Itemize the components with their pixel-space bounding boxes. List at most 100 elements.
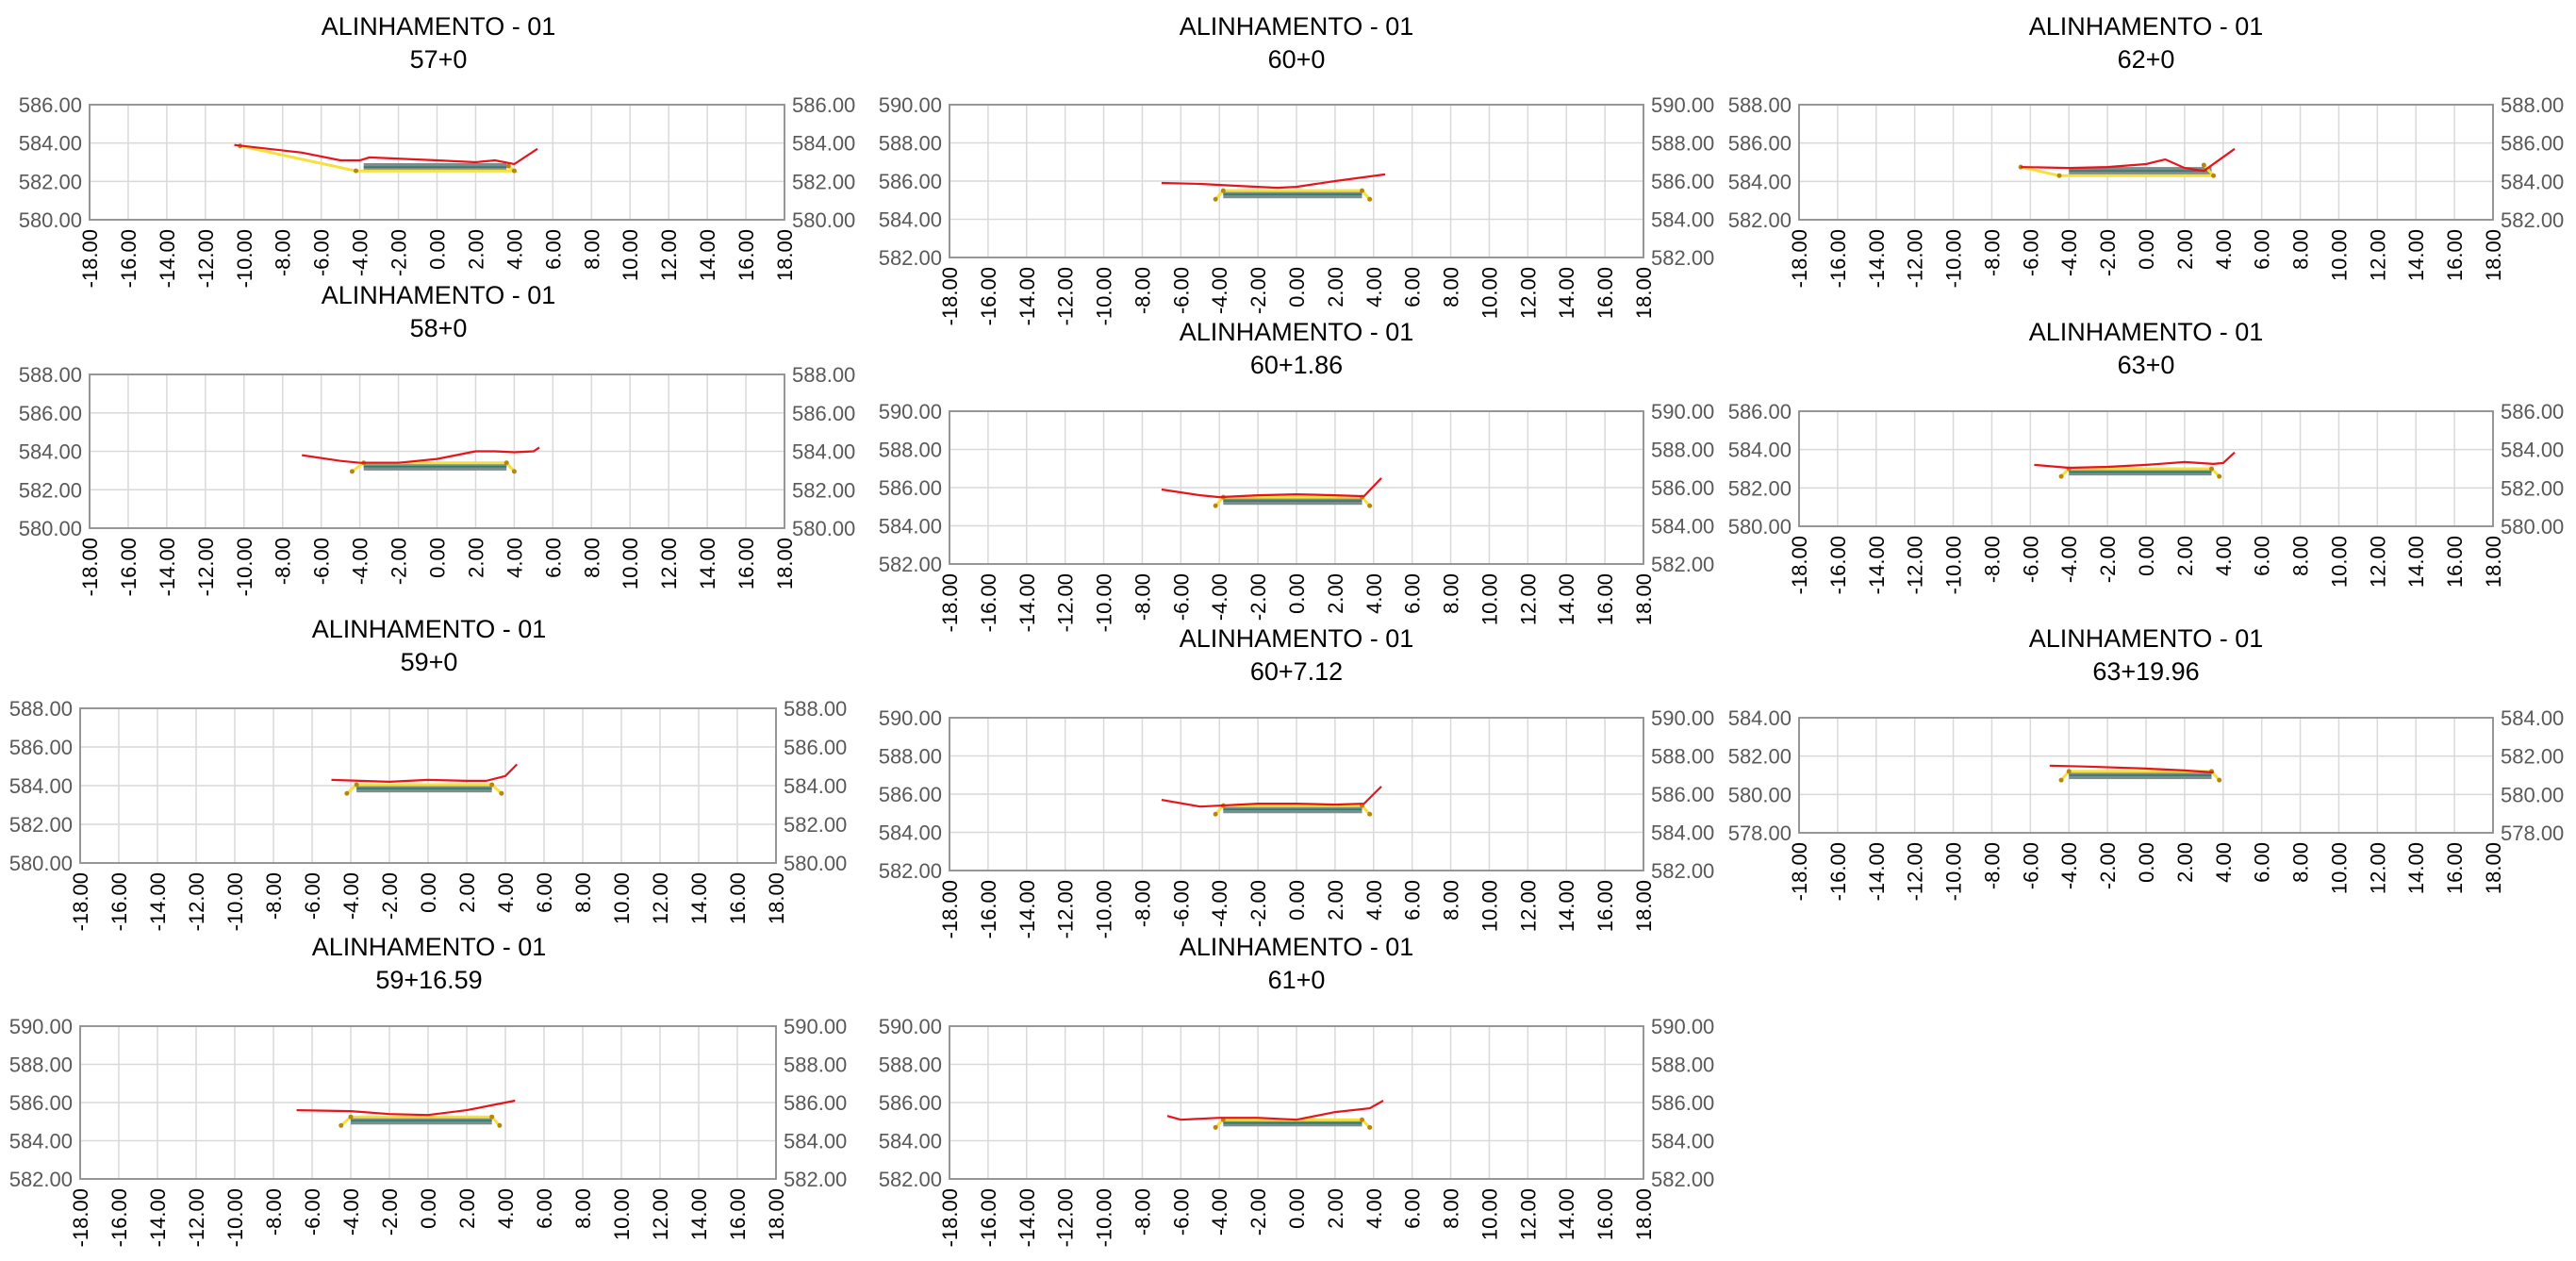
template-vertex-marker [511, 469, 517, 474]
x-tick-label: 16.00 [726, 1188, 750, 1240]
y-tick-label-left: 580.00 [1728, 515, 1792, 539]
x-tick-label: 16.00 [1593, 880, 1617, 932]
x-tick-label: 16.00 [1593, 573, 1617, 625]
x-tick-label: 14.00 [696, 538, 719, 589]
x-tick-label: -4.00 [1208, 1188, 1231, 1236]
x-tick-label: 4.00 [2212, 842, 2236, 883]
y-tick-label-left: 586.00 [879, 476, 942, 500]
y-tick-label-right: 588.00 [2501, 93, 2564, 117]
x-tick-label: 8.00 [580, 229, 603, 270]
template-vertex-marker [354, 782, 359, 788]
x-tick-label: 4.00 [503, 538, 526, 578]
chart-station-label: 58+0 [410, 314, 468, 342]
x-tick-label: -6.00 [1169, 267, 1193, 314]
chart-title: ALINHAMENTO - 01 [2029, 318, 2264, 346]
template-vertex-marker [349, 469, 355, 474]
x-tick-label: -16.00 [107, 872, 131, 931]
section-chart: ALINHAMENTO - 01 61+0 582.00 582.00 584.00 58… [879, 933, 1715, 1247]
x-tick-label: -6.00 [301, 872, 324, 920]
x-tick-label: -6.00 [310, 229, 334, 276]
x-tick-label: -12.00 [1054, 267, 1078, 325]
chart-station-label: 57+0 [410, 45, 468, 74]
x-tick-label: 16.00 [1593, 1188, 1617, 1240]
x-tick-label: 6.00 [533, 872, 556, 913]
x-tick-label: 16.00 [1593, 267, 1617, 319]
section-chart: ALINHAMENTO - 01 59+0 580.00 580.00 582.00 58… [9, 615, 848, 931]
plot-area [949, 1025, 1644, 1180]
y-tick-label-right: 586.00 [1651, 783, 1714, 806]
chart-station-label: 63+0 [2118, 351, 2175, 379]
x-tick-label: -16.00 [1826, 536, 1850, 594]
terrain-profile-line [234, 143, 538, 166]
x-tick-label: 8.00 [2289, 229, 2313, 270]
chart-title: ALINHAMENTO - 01 [322, 281, 556, 309]
x-tick-label: 16.00 [2443, 842, 2467, 894]
x-tick-label: 6.00 [1401, 267, 1425, 307]
x-tick-label: 14.00 [1555, 880, 1578, 932]
y-tick-label-left: 584.00 [19, 132, 82, 156]
x-tick-label: -6.00 [1169, 573, 1193, 621]
x-tick-label: -10.00 [1093, 880, 1116, 938]
x-tick-label: -8.00 [1980, 229, 2004, 276]
x-tick-label: -10.00 [1093, 1188, 1116, 1247]
x-tick-label: -10.00 [233, 538, 256, 596]
y-tick-label-left: 586.00 [1728, 400, 1792, 423]
plot-area [79, 707, 777, 864]
y-tick-label-right: 584.00 [784, 774, 847, 798]
x-tick-label: -8.00 [272, 538, 295, 585]
x-tick-label: -8.00 [1131, 573, 1154, 621]
x-tick-label: -6.00 [2019, 536, 2042, 583]
template-vertex-marker [504, 460, 509, 466]
x-tick-label: -14.00 [156, 538, 179, 596]
x-tick-label: -2.00 [1247, 267, 1270, 314]
x-tick-label: 8.00 [571, 872, 595, 913]
x-tick-label: -14.00 [146, 1188, 170, 1247]
x-tick-label: 2.00 [1324, 267, 1347, 307]
x-tick-label: 8.00 [1440, 880, 1463, 921]
x-tick-label: 4.00 [494, 872, 518, 913]
x-tick-label: -2.00 [378, 872, 402, 920]
x-tick-label: 18.00 [765, 872, 788, 924]
x-tick-label: -16.00 [977, 267, 1000, 325]
x-tick-label: 18.00 [2482, 229, 2505, 281]
design-template-line [351, 461, 516, 473]
x-tick-label: 16.00 [735, 538, 758, 589]
chart-title: ALINHAMENTO - 01 [312, 615, 547, 643]
template-vertex-marker [489, 1114, 495, 1120]
x-tick-label: -18.00 [938, 267, 962, 325]
x-tick-label: 16.00 [726, 872, 750, 924]
x-tick-label: -14.00 [1865, 842, 1889, 901]
section-chart: ALINHAMENTO - 01 63+19.96 578.00 578.00 580.… [1728, 624, 2565, 901]
template-vertex-marker [1367, 811, 1373, 817]
plot-area [1798, 410, 2494, 527]
x-tick-label: -4.00 [1208, 267, 1231, 314]
template-vertex-marker [1213, 196, 1218, 202]
x-tick-label: 18.00 [1632, 880, 1656, 932]
x-tick-label: -6.00 [1169, 880, 1193, 927]
y-tick-label-left: 586.00 [879, 1091, 942, 1115]
y-tick-label-right: 588.00 [1651, 1054, 1714, 1077]
y-tick-label-left: 582.00 [19, 478, 82, 502]
template-vertex-marker [2217, 473, 2222, 479]
x-tick-label: -8.00 [1980, 842, 2004, 889]
x-tick-label: -18.00 [69, 1188, 92, 1247]
x-tick-label: 2.00 [455, 1188, 479, 1229]
x-tick-label: -10.00 [1093, 573, 1116, 632]
y-tick-label-left: 582.00 [1728, 208, 1792, 232]
template-vertex-marker [348, 1114, 354, 1120]
x-tick-label: 10.00 [1478, 880, 1501, 932]
chart-title: ALINHAMENTO - 01 [1180, 933, 1414, 961]
y-tick-label-left: 580.00 [19, 208, 82, 232]
x-tick-label: 10.00 [619, 229, 642, 281]
x-tick-label: -4.00 [349, 538, 372, 585]
y-tick-label-right: 580.00 [792, 208, 855, 232]
terrain-profile-line [2034, 451, 2236, 470]
y-tick-label-left: 588.00 [879, 745, 942, 769]
x-tick-label: -12.00 [1054, 1188, 1078, 1247]
terrain-profile-line [1161, 173, 1386, 190]
template-vertex-marker [1367, 196, 1373, 202]
template-vertex-marker [497, 1122, 503, 1128]
y-tick-label-right: 590.00 [1651, 1015, 1714, 1038]
template-vertex-marker [1360, 1117, 1365, 1122]
x-tick-label: -14.00 [1016, 573, 1039, 632]
